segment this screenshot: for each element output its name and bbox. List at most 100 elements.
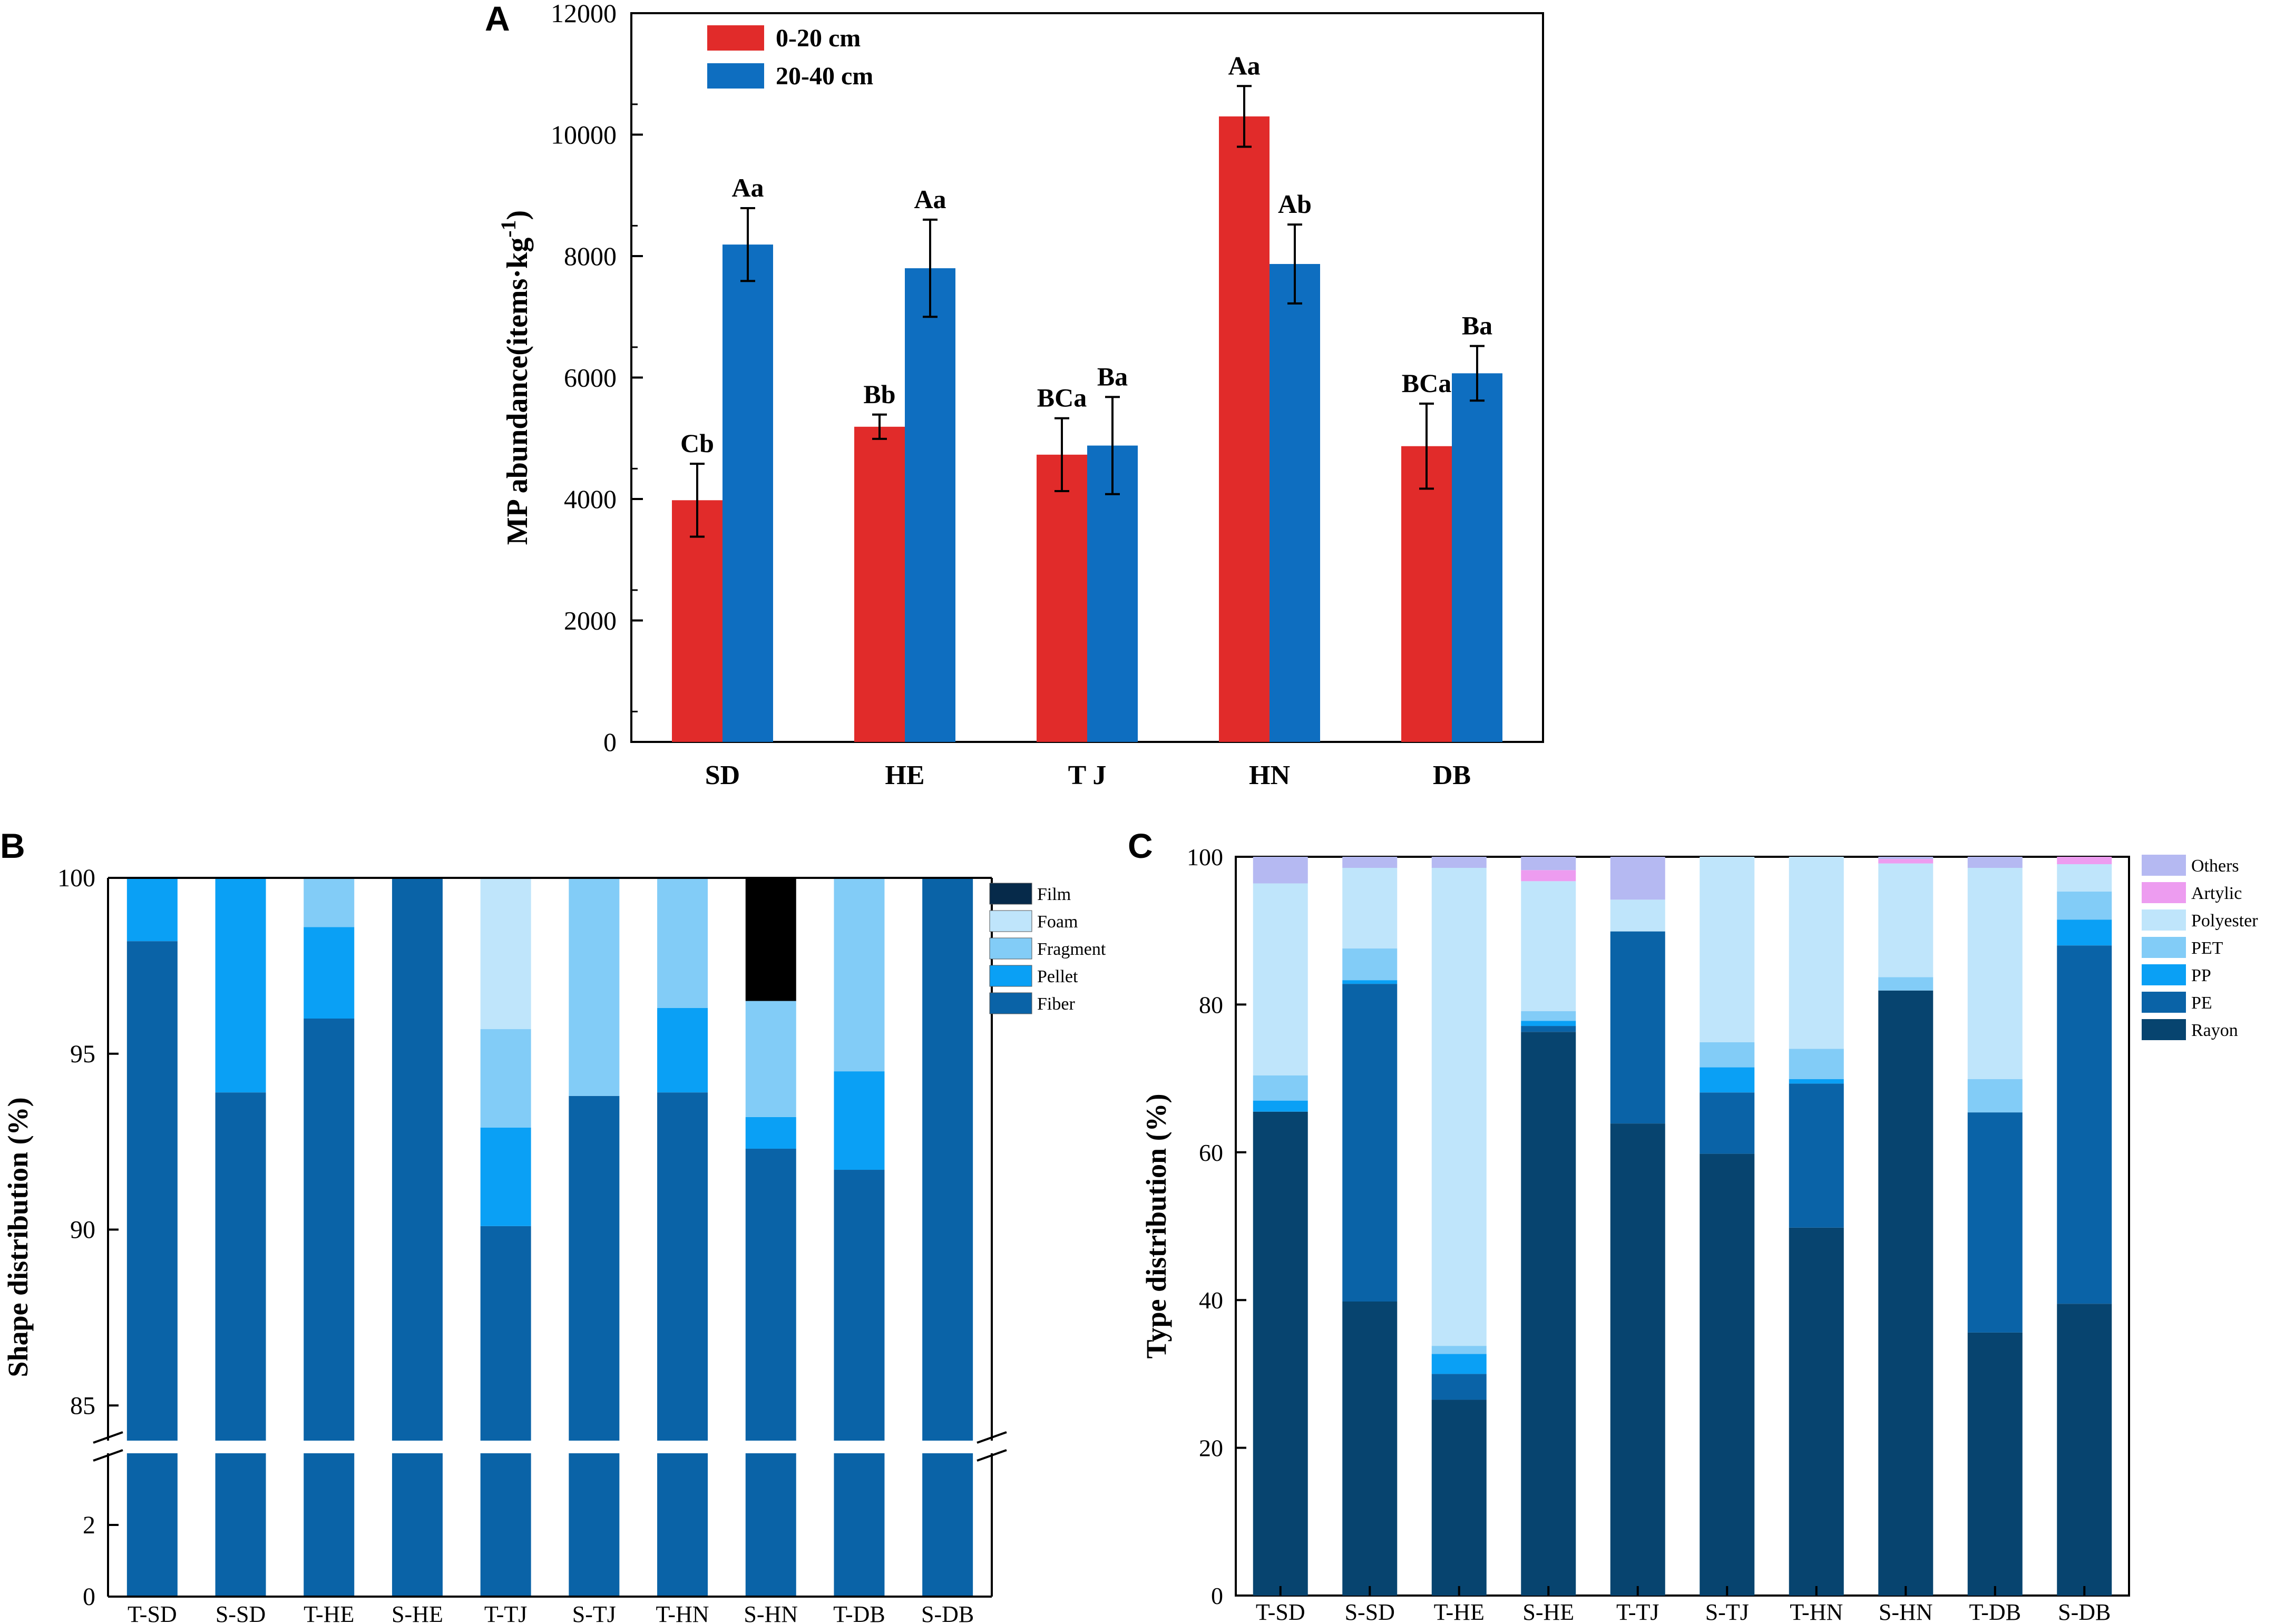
stack-segment-polyester-t-db [1967, 868, 2023, 1080]
y-tick-label-lower-b-2: 2 [83, 1511, 95, 1539]
significance-label-0-20-cm-tj: BCa [1037, 383, 1087, 413]
stack-segment-pellet-t-db [834, 1071, 885, 1170]
stack-segment-fiber-t-he [304, 1019, 355, 1441]
stack-segment-fragment-t-he [304, 878, 355, 927]
stack-segment-pellet-s-hn [745, 1117, 796, 1149]
legend-swatch-a-20-40-cm [707, 63, 764, 89]
significance-label-20-40-cm-hn: Ab [1278, 189, 1312, 219]
x-tick-label-c-s-he: S-HE [1522, 1599, 1574, 1624]
x-tick-label-c-s-tj: S-TJ [1705, 1599, 1749, 1624]
legend-swatch-c-others [2142, 855, 2186, 876]
stack-segment-polyester-s-he [1521, 881, 1576, 1012]
significance-label-0-20-cm-sd: Cb [680, 428, 714, 458]
stack-segment-rayon-s-db [2057, 1304, 2112, 1596]
stack-segment-pp-t-sd [1253, 1100, 1308, 1112]
stack-segment-others-s-hn [1878, 857, 1934, 859]
panel-letter-c: C [1128, 826, 1153, 865]
y-tick-label-b-95: 95 [70, 1040, 95, 1068]
chart-panel-a: 0 2000 4000 6000 8000 10000 12000 SD Cb Aa HE Bb Aa T… [496, 0, 1544, 790]
stack-segment-pet-s-sd [1342, 948, 1398, 981]
stack-segment-others-t-db [1967, 857, 2023, 868]
stack-segment-polyester-t-tj [1610, 899, 1665, 932]
stack-segment-fiber-s-he [392, 878, 443, 1441]
y-tick-label-c-80: 80 [1199, 991, 1223, 1018]
x-tick-label-b-t-he: T-HE [304, 1601, 354, 1624]
stack-segment-pet-t-he [1431, 1346, 1487, 1354]
legend-label-b-film: Film [1037, 885, 1071, 904]
legend-swatch-c-pp [2142, 964, 2186, 985]
stack-segment-fragment-t-tj [480, 1029, 531, 1128]
y-axis-label-a: MP abundance(items·kg-1) [496, 210, 534, 545]
stack-segment-fiber-t-sd [126, 941, 178, 1441]
stack-segment-pe-t-tj [1610, 931, 1665, 1124]
significance-label-20-40-cm-tj: Ba [1097, 361, 1128, 391]
axis-break-mark-upper-left [93, 1431, 123, 1444]
stack-segment-pe-s-sd [1342, 984, 1398, 1302]
stack-segment-others-t-he [1431, 857, 1487, 868]
stack-segment-pp-s-db [2057, 919, 2112, 946]
stack-segment-rayon-s-tj [1700, 1153, 1755, 1596]
chart-panel-b: T-SD S-SD T-HE S-HE T-TJ S-TJ T-HN S-HN T-DB S-DB… [2, 864, 1106, 1624]
x-tick-label-c-t-db: T-DB [1969, 1599, 2021, 1624]
stack-segment-rayon-t-db [1967, 1332, 2023, 1596]
y-tick-label-a-6000: 6000 [564, 363, 617, 393]
y-tick-label-a-2000: 2000 [564, 606, 617, 635]
stack-segment-pet-s-db [2057, 891, 2112, 920]
y-tick-label-c-0: 0 [1211, 1582, 1223, 1609]
stack-segment-lower-fiber-t-hn [657, 1453, 708, 1597]
stack-segment-polyester-s-tj [1700, 857, 1755, 1042]
stack-segment-polyester-t-hn [1789, 857, 1844, 1049]
stack-segment-lower-fiber-t-db [834, 1453, 885, 1597]
x-tick-label-c-t-he: T-HE [1434, 1599, 1485, 1624]
x-tick-label-c-s-sd: S-SD [1345, 1599, 1395, 1624]
legend-swatch-c-pet [2142, 937, 2186, 958]
stack-segment-pp-t-hn [1789, 1079, 1844, 1084]
legend-label-c-pet: PET [2191, 938, 2223, 958]
legend-label-c-rayon: Rayon [2191, 1021, 2238, 1040]
stack-segment-fiber-t-db [834, 1170, 885, 1441]
y-tick-label-c-60: 60 [1199, 1139, 1223, 1166]
x-tick-label-b-s-db: S-DB [921, 1601, 974, 1624]
x-tick-label-a-tj: T J [1068, 760, 1107, 790]
stack-segment-pe-s-he [1521, 1026, 1576, 1032]
y-axis-label-b: Shape distribution (%) [2, 1097, 34, 1377]
y-tick-label-c-20: 20 [1199, 1435, 1223, 1462]
stack-segment-pe-s-db [2057, 945, 2112, 1304]
legend-label-b-pellet: Pellet [1037, 967, 1078, 986]
legend-swatch-b-fiber [989, 992, 1032, 1014]
stack-segment-lower-fiber-s-hn [745, 1453, 796, 1597]
stack-segment-pe-t-he [1431, 1374, 1487, 1400]
legend-label-a-20-40-cm: 20-40 cm [776, 62, 873, 90]
stack-segment-fiber-s-tj [569, 1095, 620, 1441]
stack-segment-others-s-he [1521, 857, 1576, 870]
x-tick-label-c-s-db: S-DB [2058, 1599, 2111, 1624]
stack-segment-artylic-s-he [1521, 870, 1576, 882]
stack-segment-fiber-t-hn [657, 1092, 708, 1441]
stack-segment-polyester-s-hn [1878, 863, 1934, 977]
stack-segment-fiber-s-db [922, 878, 973, 1441]
x-tick-label-b-s-tj: S-TJ [572, 1601, 616, 1624]
bar-0-20-cm-db [1401, 446, 1452, 742]
legend-label-c-others: Others [2191, 856, 2239, 876]
legend-swatch-c-rayon [2142, 1019, 2186, 1040]
significance-label-20-40-cm-he: Aa [914, 184, 946, 214]
stack-segment-polyester-t-sd [1253, 883, 1308, 1075]
bar-20-40-cm-db [1452, 373, 1502, 742]
x-tick-label-b-s-hn: S-HN [744, 1601, 798, 1624]
significance-label-20-40-cm-sd: Aa [731, 173, 764, 202]
legend-label-c-pp: PP [2191, 966, 2211, 985]
x-tick-label-b-s-he: S-HE [392, 1601, 443, 1624]
stack-segment-fiber-t-tj [480, 1226, 531, 1441]
legend-label-c-pe: PE [2191, 993, 2212, 1013]
legend-swatch-c-polyester [2142, 909, 2186, 931]
stack-segment-pp-s-he [1521, 1021, 1576, 1026]
bar-0-20-cm-sd [672, 500, 722, 742]
stack-segment-artylic-s-hn [1878, 859, 1934, 864]
legend-swatch-c-pe [2142, 992, 2186, 1013]
stack-segment-others-t-tj [1610, 857, 1665, 900]
x-tick-label-b-t-hn: T-HN [656, 1601, 709, 1624]
y-tick-label-b-100: 100 [57, 864, 95, 892]
stack-segment-fragment-s-hn [745, 1001, 796, 1117]
y-tick-label-a-10000: 10000 [551, 120, 617, 150]
